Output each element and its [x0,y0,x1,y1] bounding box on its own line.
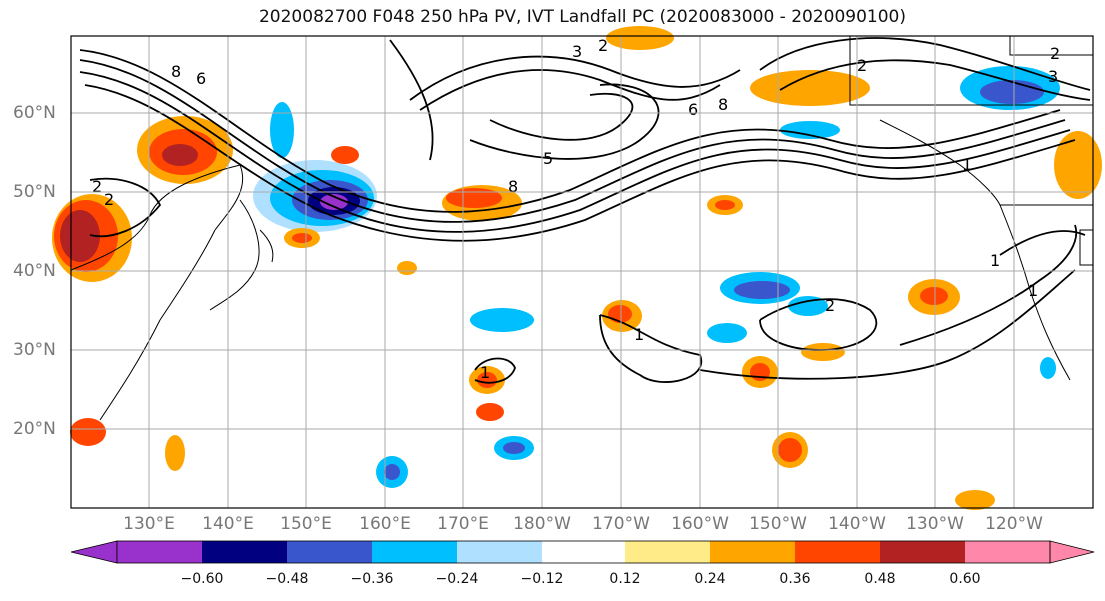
lon-label: 140°W [828,514,886,534]
plot-frame [70,35,1094,509]
coastlines [70,36,1093,421]
contour-label: 1 [962,155,972,174]
colorbar-tick-label: −0.24 [435,571,479,587]
lon-label: 150°E [280,514,332,534]
colorbar-tick-label: 0.12 [609,571,641,587]
colorbar-extend-max [1049,540,1095,564]
colorbar-bin [542,541,625,563]
contour-label: 8 [171,62,181,81]
lon-label: 140°E [202,514,254,534]
colorbar-bin [625,541,710,563]
lon-label: 130°W [906,514,964,534]
colorbar-bin [457,541,542,563]
map-title: 2020082700 F048 250 hPa PV, IVT Landfall… [258,7,906,27]
colorbar-extend-min [70,540,118,564]
colorbar-bin [287,541,372,563]
colorbar-tick-label: −0.48 [265,571,309,587]
colorbar [70,540,1095,564]
contour-label: 6 [196,69,206,88]
lat-label: 60°N [13,103,56,123]
plot-area [71,36,1093,508]
contour-label: 2 [857,56,867,75]
lon-label: 150°W [749,514,807,534]
contour-label: 2 [825,296,835,315]
colorbar-tick-label: 0.36 [779,571,811,587]
colorbar-bin [880,541,965,563]
contour-label: 5 [543,149,553,168]
lat-label: 20°N [13,419,56,439]
colorbar-bin [710,541,795,563]
lon-label: 160°W [671,514,729,534]
colorbar-bin [795,541,880,563]
colorbar-bin [117,541,202,563]
contour-label: 6 [688,100,698,119]
colorbar-outline [116,540,1051,564]
contour-label: 2 [92,177,102,196]
lat-label: 50°N [13,182,56,202]
lat-label: 30°N [13,340,56,360]
colorbar-bin [372,541,457,563]
lon-label: 170°W [592,514,650,534]
colorbar-tick-label: 0.24 [694,571,726,587]
lat-label: 40°N [13,261,56,281]
colorbar-bin [202,541,287,563]
colorbar-tick-label: 0.48 [864,571,896,587]
contour-label: 1 [634,325,644,344]
contour-label: 8 [508,177,518,196]
lon-label: 160°E [359,514,411,534]
lon-label: 130°E [123,514,175,534]
colorbar-bin [965,541,1050,563]
contour-label: 3 [572,42,582,61]
contour-labels: 2 3 2 8 6 5 8 6 8 2 3 2 1 2 1 1 2 1 1 [92,36,1060,382]
contour-label: 2 [598,36,608,55]
colorbar-tick-label: −0.60 [180,571,224,587]
colorbar-tick-label: −0.36 [350,571,394,587]
contour-label: 3 [1048,67,1058,86]
contour-label: 2 [1050,44,1060,63]
contour-label: 2 [104,190,114,209]
lon-label: 170°E [437,514,489,534]
contour-label: 1 [1028,281,1038,300]
colorbar-tick-label: 0.60 [949,571,981,587]
contour-label: 8 [718,95,728,114]
lon-label: 120°W [985,514,1043,534]
contour-label: 1 [480,363,490,382]
lon-label: 180°W [513,514,571,534]
colorbar-tick-label: −0.12 [520,571,564,587]
contour-label: 1 [990,251,1000,270]
gridlines [71,36,1093,508]
